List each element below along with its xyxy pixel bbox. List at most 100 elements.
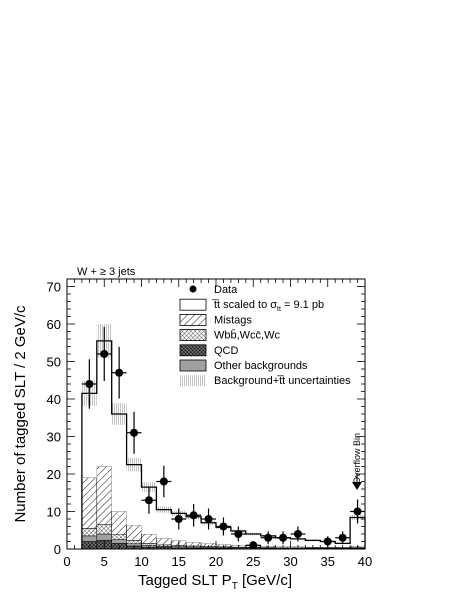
data-marker — [115, 368, 124, 377]
data-point-3 — [126, 411, 142, 454]
legend-label: t̅t scaled to σtt = 9.1 pb — [211, 299, 324, 313]
y-tick-label: 10 — [47, 505, 61, 520]
data-point-16 — [335, 531, 351, 545]
legend-item-unc: Background+t̅t uncertainties — [180, 375, 351, 387]
overflow-arrow — [352, 474, 362, 490]
x-tick-label: 10 — [134, 554, 148, 569]
x-tick-label: 25 — [246, 554, 260, 569]
overflow-annotation: Overflow Bin — [352, 433, 362, 484]
legend-swatch-wbb — [179, 329, 207, 342]
bar-ttbar-1 — [96, 340, 112, 467]
x-tick-label: 15 — [172, 554, 186, 569]
bar-wbb-3 — [126, 540, 142, 544]
legend-label: Mistags — [214, 314, 252, 326]
chart-title: W + ≥ 3 jets — [77, 266, 136, 278]
y-tick-label: 50 — [47, 355, 61, 370]
data-marker — [338, 533, 347, 542]
y-tick-label: 70 — [47, 280, 61, 295]
x-tick-label: 35 — [321, 554, 335, 569]
bar-ttbar-11 — [245, 534, 261, 546]
data-point-1 — [96, 327, 112, 381]
data-points — [81, 327, 365, 550]
bar-ttbar-18 — [350, 517, 365, 546]
bar-mistag-4 — [141, 533, 157, 544]
bar-other-1 — [96, 533, 112, 541]
data-marker — [189, 511, 198, 520]
legend-label: Wbb̄,Wcc̄,Wc — [214, 329, 280, 342]
bar-ttbar-5 — [156, 509, 172, 539]
data-marker — [279, 533, 288, 542]
x-axis-label: Tagged SLT PT [GeV/c] — [138, 572, 292, 592]
data-point-12 — [260, 531, 276, 545]
bar-mistag-2 — [111, 511, 127, 535]
data-marker — [144, 496, 153, 505]
data-point-6 — [171, 508, 187, 530]
legend-label: QCD — [214, 345, 239, 357]
bar-other-2 — [111, 539, 127, 544]
bar-ttbar-3 — [126, 464, 142, 526]
bar-ttbar-0 — [81, 393, 97, 478]
legend-marker-data — [189, 285, 197, 293]
bar-other-0 — [81, 535, 98, 542]
legend-label: Background+t̅t uncertainties — [214, 375, 351, 387]
y-tick-label: 20 — [47, 467, 61, 482]
bar-ttbar-15 — [305, 540, 321, 548]
data-point-5 — [156, 465, 172, 498]
y-tick-label: 60 — [47, 317, 61, 332]
data-marker — [174, 515, 183, 523]
legend-item-marker: Data — [189, 284, 238, 296]
bar-wbb-1 — [96, 524, 112, 535]
bar-wbb-0 — [81, 528, 98, 537]
legend-item-wbb: Wbb̄,Wcc̄,Wc — [179, 329, 280, 342]
bar-mistag-0 — [81, 477, 98, 529]
data-marker — [234, 530, 243, 538]
data-point-13 — [275, 531, 291, 545]
data-marker — [219, 522, 228, 531]
data-point-8 — [201, 508, 216, 530]
x-tick-label: 5 — [101, 554, 108, 569]
data-marker — [204, 515, 213, 523]
x-tick-label: 0 — [63, 554, 70, 569]
bar-mistag-1 — [96, 466, 112, 525]
legend-label: Data — [214, 284, 238, 296]
bar-ttbar-9 — [216, 527, 231, 545]
data-marker — [130, 428, 139, 437]
bar-ttbar-8 — [201, 522, 216, 544]
data-marker — [159, 477, 168, 486]
legend-item-other: Other backgrounds — [179, 359, 308, 372]
bar-ttbar-2 — [111, 414, 127, 512]
x-tick-label: 30 — [283, 554, 297, 569]
legend-swatch-unc — [180, 375, 206, 387]
y-tick-label: 40 — [47, 392, 61, 407]
data-marker — [264, 533, 273, 542]
bar-ttbar-14 — [290, 538, 306, 547]
bar-mistag-3 — [126, 525, 142, 541]
data-point-4 — [141, 486, 157, 514]
data-marker — [85, 380, 94, 388]
legend-item-qcd: QCD — [179, 344, 239, 357]
data-marker — [293, 530, 302, 538]
bar-mistag-5 — [156, 538, 172, 546]
data-marker — [100, 350, 109, 358]
x-tick-label: 20 — [209, 554, 223, 569]
legend-swatch-ttbar — [179, 298, 207, 311]
legend-label: Other backgrounds — [214, 360, 308, 372]
legend-swatch-qcd — [179, 344, 207, 357]
y-axis-label: Number of tagged SLT / 2 GeV/c — [12, 305, 29, 523]
x-tick-label: 40 — [358, 554, 372, 569]
bar-wbb-2 — [111, 534, 127, 540]
data-point-2 — [111, 346, 127, 399]
legend-item-ttbar: t̅t scaled to σtt = 9.1 pb — [179, 298, 324, 313]
legend-swatch-mistag — [179, 313, 207, 326]
data-point-10 — [230, 526, 246, 542]
y-tick-label: 30 — [47, 430, 61, 445]
data-point-7 — [186, 504, 202, 527]
data-point-14 — [290, 526, 306, 542]
data-point-9 — [216, 517, 231, 536]
legend-item-mistag: Mistags — [179, 313, 252, 326]
data-point-0 — [81, 359, 97, 409]
bar-ttbar-7 — [186, 516, 202, 543]
y-tick-label: 0 — [54, 542, 61, 557]
